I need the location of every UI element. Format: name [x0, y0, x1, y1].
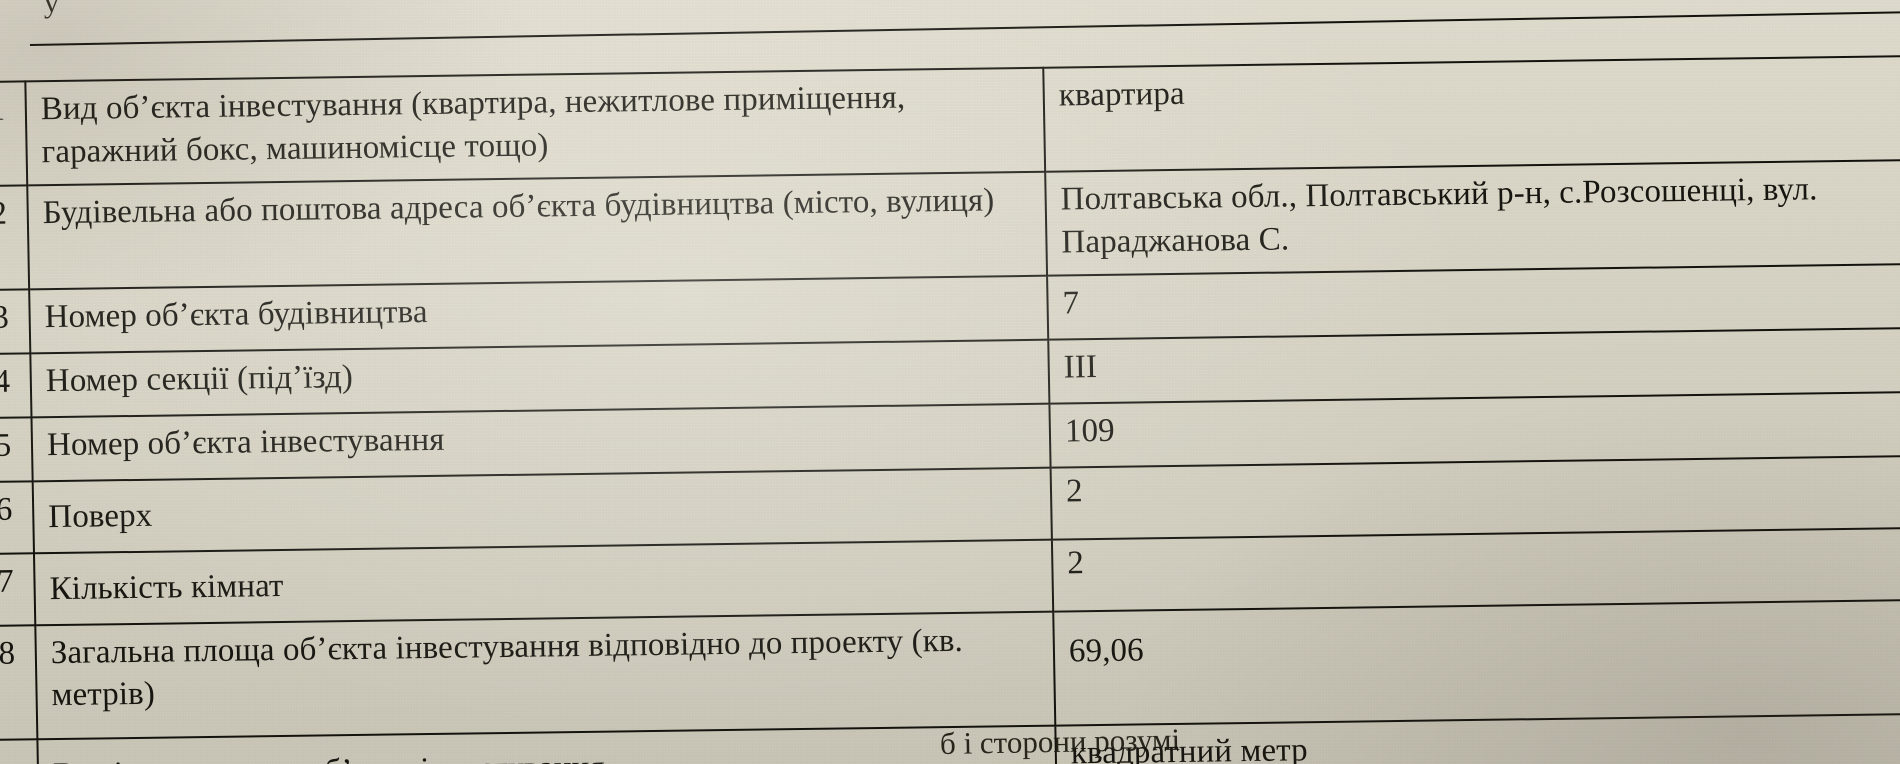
row-value-area: 69,06	[1053, 599, 1900, 726]
row-label-room-count: Кількість кімнат	[33, 539, 1054, 625]
row-label-area: Загальна площа об’єкта інвестування відп…	[35, 611, 1056, 739]
row-label-floor: Поверх	[32, 467, 1052, 553]
row-value-section-number: III	[1048, 327, 1900, 404]
row-value-object-number: 109	[1049, 391, 1900, 468]
row-number: 8	[0, 624, 38, 740]
row-value-room-count: 2	[1051, 527, 1900, 612]
row-number: 7	[0, 552, 36, 626]
row-number: 1	[0, 81, 28, 186]
row-label-address: Будівельна або поштова адреса об’єкта бу…	[27, 171, 1048, 289]
row-value-building-number: 7	[1047, 263, 1900, 340]
row-number: 2	[0, 185, 30, 290]
row-number: 5	[0, 416, 33, 482]
row-number: 6	[0, 480, 34, 554]
row-value-address: Полтавська обл., Полтавський р-н, с.Розс…	[1045, 159, 1900, 276]
row-label-type: Вид об’єкта інвестування (квартира, нежи…	[25, 67, 1046, 186]
row-number: 4	[0, 352, 32, 418]
row-number: 3	[0, 288, 31, 354]
investment-object-table: 1 Вид об’єкта інвестування (квартира, не…	[0, 55, 1900, 764]
table-body: 1 Вид об’єкта інвестування (квартира, не…	[0, 55, 1900, 764]
row-number	[0, 738, 39, 764]
row-value-type: квартира	[1043, 55, 1900, 172]
row-value-floor: 2	[1050, 455, 1900, 540]
